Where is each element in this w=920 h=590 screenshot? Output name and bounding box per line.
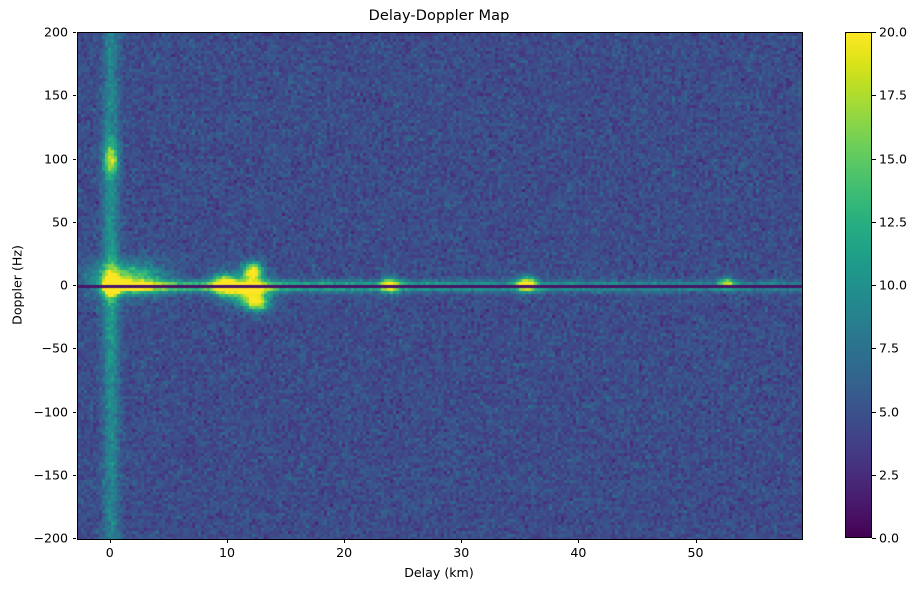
y-tick-label: −150	[33, 467, 68, 483]
x-tick	[461, 539, 463, 543]
colorbar-tick	[872, 95, 876, 97]
y-tick-label: 150	[43, 87, 68, 103]
colorbar-tick-label: 0.0	[879, 530, 900, 546]
y-tick	[72, 32, 76, 33]
y-tick-label: 0	[59, 277, 68, 293]
x-tick	[344, 539, 346, 543]
x-tick-label: 20	[336, 545, 353, 560]
x-tick-label: 40	[570, 545, 587, 560]
x-tick-label: 50	[687, 545, 704, 560]
colorbar-tick-label: 12.5	[879, 214, 908, 230]
x-tick	[695, 539, 697, 543]
x-tick-label: 30	[453, 545, 470, 560]
y-tick-label: −50	[41, 340, 68, 356]
y-tick-label: 200	[43, 24, 68, 40]
colorbar-tick-label: 2.5	[879, 467, 900, 483]
y-tick	[72, 348, 76, 350]
colorbar-tick-label: 20.0	[879, 24, 908, 40]
y-tick	[72, 221, 76, 223]
y-tick	[72, 95, 76, 97]
y-tick	[72, 411, 76, 413]
x-tick-label: 10	[218, 545, 235, 560]
y-tick-label: −200	[33, 530, 68, 546]
colorbar-tick	[872, 538, 876, 539]
colorbar-tick	[872, 474, 876, 476]
heatmap-plot-area	[77, 32, 803, 540]
y-tick-label: 50	[51, 214, 68, 230]
y-axis-label: Doppler (Hz)	[9, 245, 25, 325]
x-tick	[578, 539, 580, 543]
colorbar-tick	[872, 32, 876, 33]
colorbar-tick	[872, 158, 876, 160]
delay-doppler-heatmap	[78, 33, 802, 539]
colorbar-tick	[872, 348, 876, 350]
x-tick-label: 0	[105, 545, 114, 560]
colorbar-gradient	[845, 32, 872, 538]
colorbar-tick	[872, 221, 876, 223]
colorbar-tick	[872, 285, 876, 286]
colorbar-tick-label: 5.0	[879, 404, 900, 419]
x-tick	[226, 539, 228, 543]
colorbar-tick-label: 7.5	[879, 340, 900, 356]
colorbar	[845, 32, 872, 538]
x-tick	[109, 539, 111, 543]
y-tick	[72, 474, 76, 476]
y-tick-label: −100	[33, 404, 68, 419]
y-tick-label: 100	[43, 151, 68, 166]
page-title: Delay-Doppler Map	[368, 8, 510, 24]
colorbar-tick-label: 17.5	[879, 87, 908, 103]
colorbar-tick-label: 15.0	[879, 151, 908, 166]
y-tick	[72, 285, 76, 286]
x-axis-label: Delay (km)	[404, 565, 474, 580]
colorbar-tick	[872, 411, 876, 413]
y-tick	[72, 538, 76, 539]
y-tick	[72, 158, 76, 160]
colorbar-tick-label: 10.0	[879, 277, 908, 293]
